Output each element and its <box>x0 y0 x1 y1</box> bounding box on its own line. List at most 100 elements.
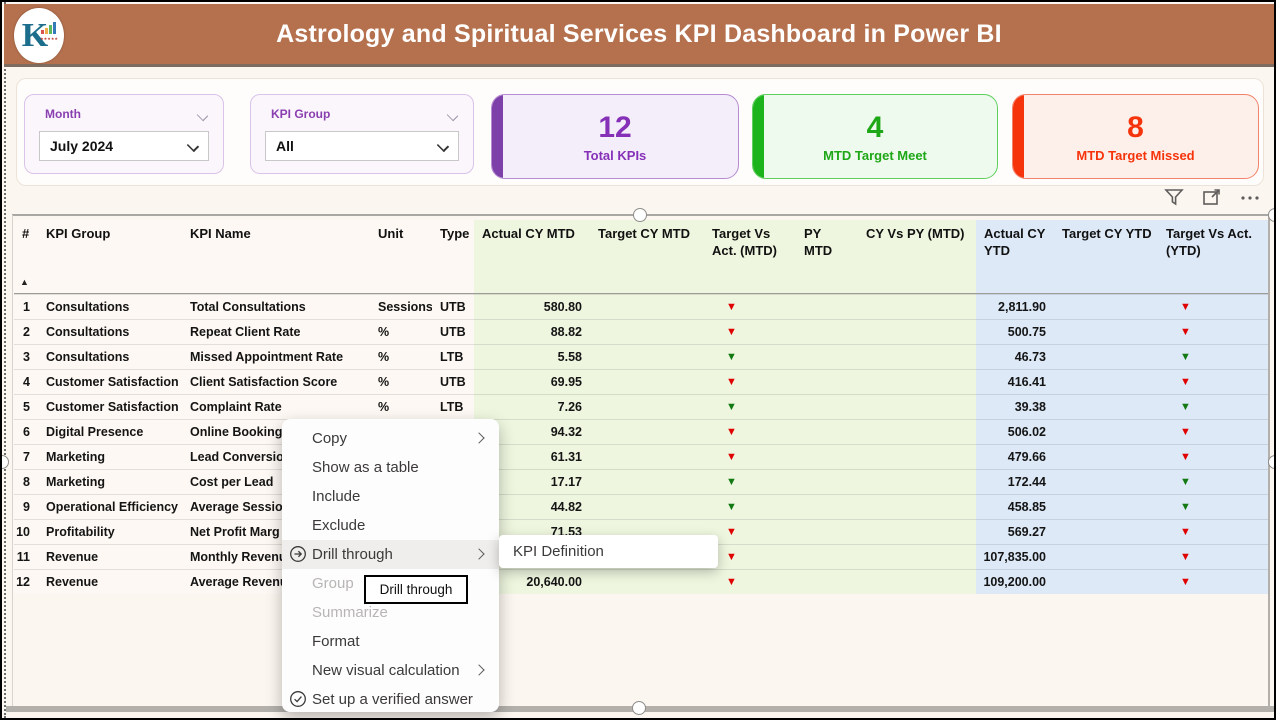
cell-group[interactable]: Digital Presence <box>38 419 182 444</box>
cell-tva_ytd[interactable]: ▼ <box>1158 419 1270 444</box>
cell-target_ytd[interactable] <box>1054 444 1158 469</box>
cell-target_mtd[interactable] <box>590 394 704 419</box>
cell-name[interactable]: Client Satisfaction Score <box>182 369 370 394</box>
cell-group[interactable]: Consultations <box>38 319 182 344</box>
cell-group[interactable]: Customer Satisfaction <box>38 369 182 394</box>
column-header-unit[interactable]: Unit <box>370 220 432 294</box>
cell-cy_vs_py[interactable] <box>858 444 976 469</box>
cell-actual_ytd[interactable]: 46.73 <box>976 344 1054 369</box>
cell-cy_vs_py[interactable] <box>858 469 976 494</box>
cell-cy_vs_py[interactable] <box>858 294 976 319</box>
cell-target_mtd[interactable] <box>590 369 704 394</box>
cell-tva_mtd[interactable]: ▼ <box>704 394 796 419</box>
cell-target_ytd[interactable] <box>1054 394 1158 419</box>
cell-target_ytd[interactable] <box>1054 369 1158 394</box>
cell-type[interactable]: UTB <box>432 294 474 319</box>
cell-type[interactable]: LTB <box>432 344 474 369</box>
cell-py_mtd[interactable] <box>796 344 858 369</box>
slicer-kpi-group-dropdown[interactable]: All <box>265 131 459 161</box>
cell-name[interactable]: Repeat Client Rate <box>182 319 370 344</box>
cell-tva_ytd[interactable]: ▼ <box>1158 469 1270 494</box>
cell-group[interactable]: Marketing <box>38 444 182 469</box>
cell-tva_ytd[interactable]: ▼ <box>1158 294 1270 319</box>
focus-mode-icon[interactable] <box>1202 188 1222 206</box>
cell-tva_ytd[interactable]: ▼ <box>1158 519 1270 544</box>
column-header-actual-cy-mtd[interactable]: Actual CY MTD <box>474 220 590 294</box>
cell-actual_mtd[interactable]: 88.82 <box>474 319 590 344</box>
column-header-target-vs-act-mtd[interactable]: Target Vs Act. (MTD) <box>704 220 796 294</box>
cell-tva_mtd[interactable]: ▼ <box>704 294 796 319</box>
column-header-type[interactable]: Type <box>432 220 474 294</box>
cell-actual_ytd[interactable]: 500.75 <box>976 319 1054 344</box>
cell-py_mtd[interactable] <box>796 444 858 469</box>
menu-item-format[interactable]: Format <box>282 627 499 656</box>
cell-py_mtd[interactable] <box>796 394 858 419</box>
cell-actual_mtd[interactable]: 580.80 <box>474 294 590 319</box>
cell-target_ytd[interactable] <box>1054 569 1158 594</box>
cell-target_mtd[interactable] <box>590 569 704 594</box>
cell-actual_ytd[interactable]: 107,835.00 <box>976 544 1054 569</box>
cell-tva_ytd[interactable]: ▼ <box>1158 544 1270 569</box>
cell-num[interactable]: 9 <box>14 494 38 519</box>
filter-icon[interactable] <box>1164 188 1184 206</box>
cell-py_mtd[interactable] <box>796 469 858 494</box>
column-header-kpi-name[interactable]: KPI Name <box>182 220 370 294</box>
cell-num[interactable]: 3 <box>14 344 38 369</box>
cell-py_mtd[interactable] <box>796 494 858 519</box>
cell-unit[interactable]: % <box>370 344 432 369</box>
cell-cy_vs_py[interactable] <box>858 369 976 394</box>
cell-tva_ytd[interactable]: ▼ <box>1158 369 1270 394</box>
cell-num[interactable]: 12 <box>14 569 38 594</box>
submenu-item-kpi-definition[interactable]: KPI Definition <box>513 543 604 560</box>
column-header-target-vs-act-ytd[interactable]: Target Vs Act. (YTD) <box>1158 220 1270 294</box>
cell-target_mtd[interactable] <box>590 344 704 369</box>
resize-handle-top-right[interactable] <box>1268 208 1274 222</box>
cell-tva_mtd[interactable]: ▼ <box>704 544 796 569</box>
cell-group[interactable]: Profitability <box>38 519 182 544</box>
cell-actual_ytd[interactable]: 172.44 <box>976 469 1054 494</box>
cell-unit[interactable]: % <box>370 319 432 344</box>
slicer-month-dropdown[interactable]: July 2024 <box>39 131 209 161</box>
cell-target_mtd[interactable] <box>590 294 704 319</box>
cell-actual_ytd[interactable]: 2,811.90 <box>976 294 1054 319</box>
cell-tva_mtd[interactable]: ▼ <box>704 469 796 494</box>
menu-item-show-as-a-table[interactable]: Show as a table <box>282 453 499 482</box>
column-header-kpi-group[interactable]: KPI Group <box>38 220 182 294</box>
cell-tva_ytd[interactable]: ▼ <box>1158 319 1270 344</box>
cell-py_mtd[interactable] <box>796 544 858 569</box>
cell-group[interactable]: Consultations <box>38 344 182 369</box>
cell-target_mtd[interactable] <box>590 319 704 344</box>
cell-type[interactable]: LTB <box>432 394 474 419</box>
menu-item-new-visual-calculation[interactable]: New visual calculation <box>282 656 499 685</box>
cell-cy_vs_py[interactable] <box>858 519 976 544</box>
cell-type[interactable]: UTB <box>432 369 474 394</box>
cell-num[interactable]: 7 <box>14 444 38 469</box>
cell-target_ytd[interactable] <box>1054 544 1158 569</box>
cell-actual_mtd[interactable]: 5.58 <box>474 344 590 369</box>
cell-num[interactable]: 10 <box>14 519 38 544</box>
cell-actual_ytd[interactable]: 416.41 <box>976 369 1054 394</box>
cell-cy_vs_py[interactable] <box>858 394 976 419</box>
cell-group[interactable]: Marketing <box>38 469 182 494</box>
cell-num[interactable]: 11 <box>14 544 38 569</box>
cell-tva_ytd[interactable]: ▼ <box>1158 394 1270 419</box>
resize-handle-right[interactable] <box>1268 455 1274 469</box>
column-header-py-mtd[interactable]: PY MTD <box>796 220 858 294</box>
menu-item-copy[interactable]: Copy <box>282 424 499 453</box>
cell-group[interactable]: Consultations <box>38 294 182 319</box>
cell-group[interactable]: Revenue <box>38 544 182 569</box>
menu-item-include[interactable]: Include <box>282 482 499 511</box>
column-header-cy-vs-py-mtd[interactable]: CY Vs PY (MTD) <box>858 220 976 294</box>
cell-tva_mtd[interactable]: ▼ <box>704 444 796 469</box>
resize-handle-left[interactable] <box>2 455 9 469</box>
cell-num[interactable]: 6 <box>14 419 38 444</box>
cell-group[interactable]: Operational Efficiency <box>38 494 182 519</box>
cell-num[interactable]: 4 <box>14 369 38 394</box>
cell-target_mtd[interactable] <box>590 469 704 494</box>
cell-tva_mtd[interactable]: ▼ <box>704 369 796 394</box>
cell-py_mtd[interactable] <box>796 569 858 594</box>
cell-tva_mtd[interactable]: ▼ <box>704 494 796 519</box>
chevron-down-icon[interactable] <box>196 109 209 122</box>
cell-tva_ytd[interactable]: ▼ <box>1158 444 1270 469</box>
menu-item-drill-through[interactable]: Drill through <box>282 540 499 569</box>
